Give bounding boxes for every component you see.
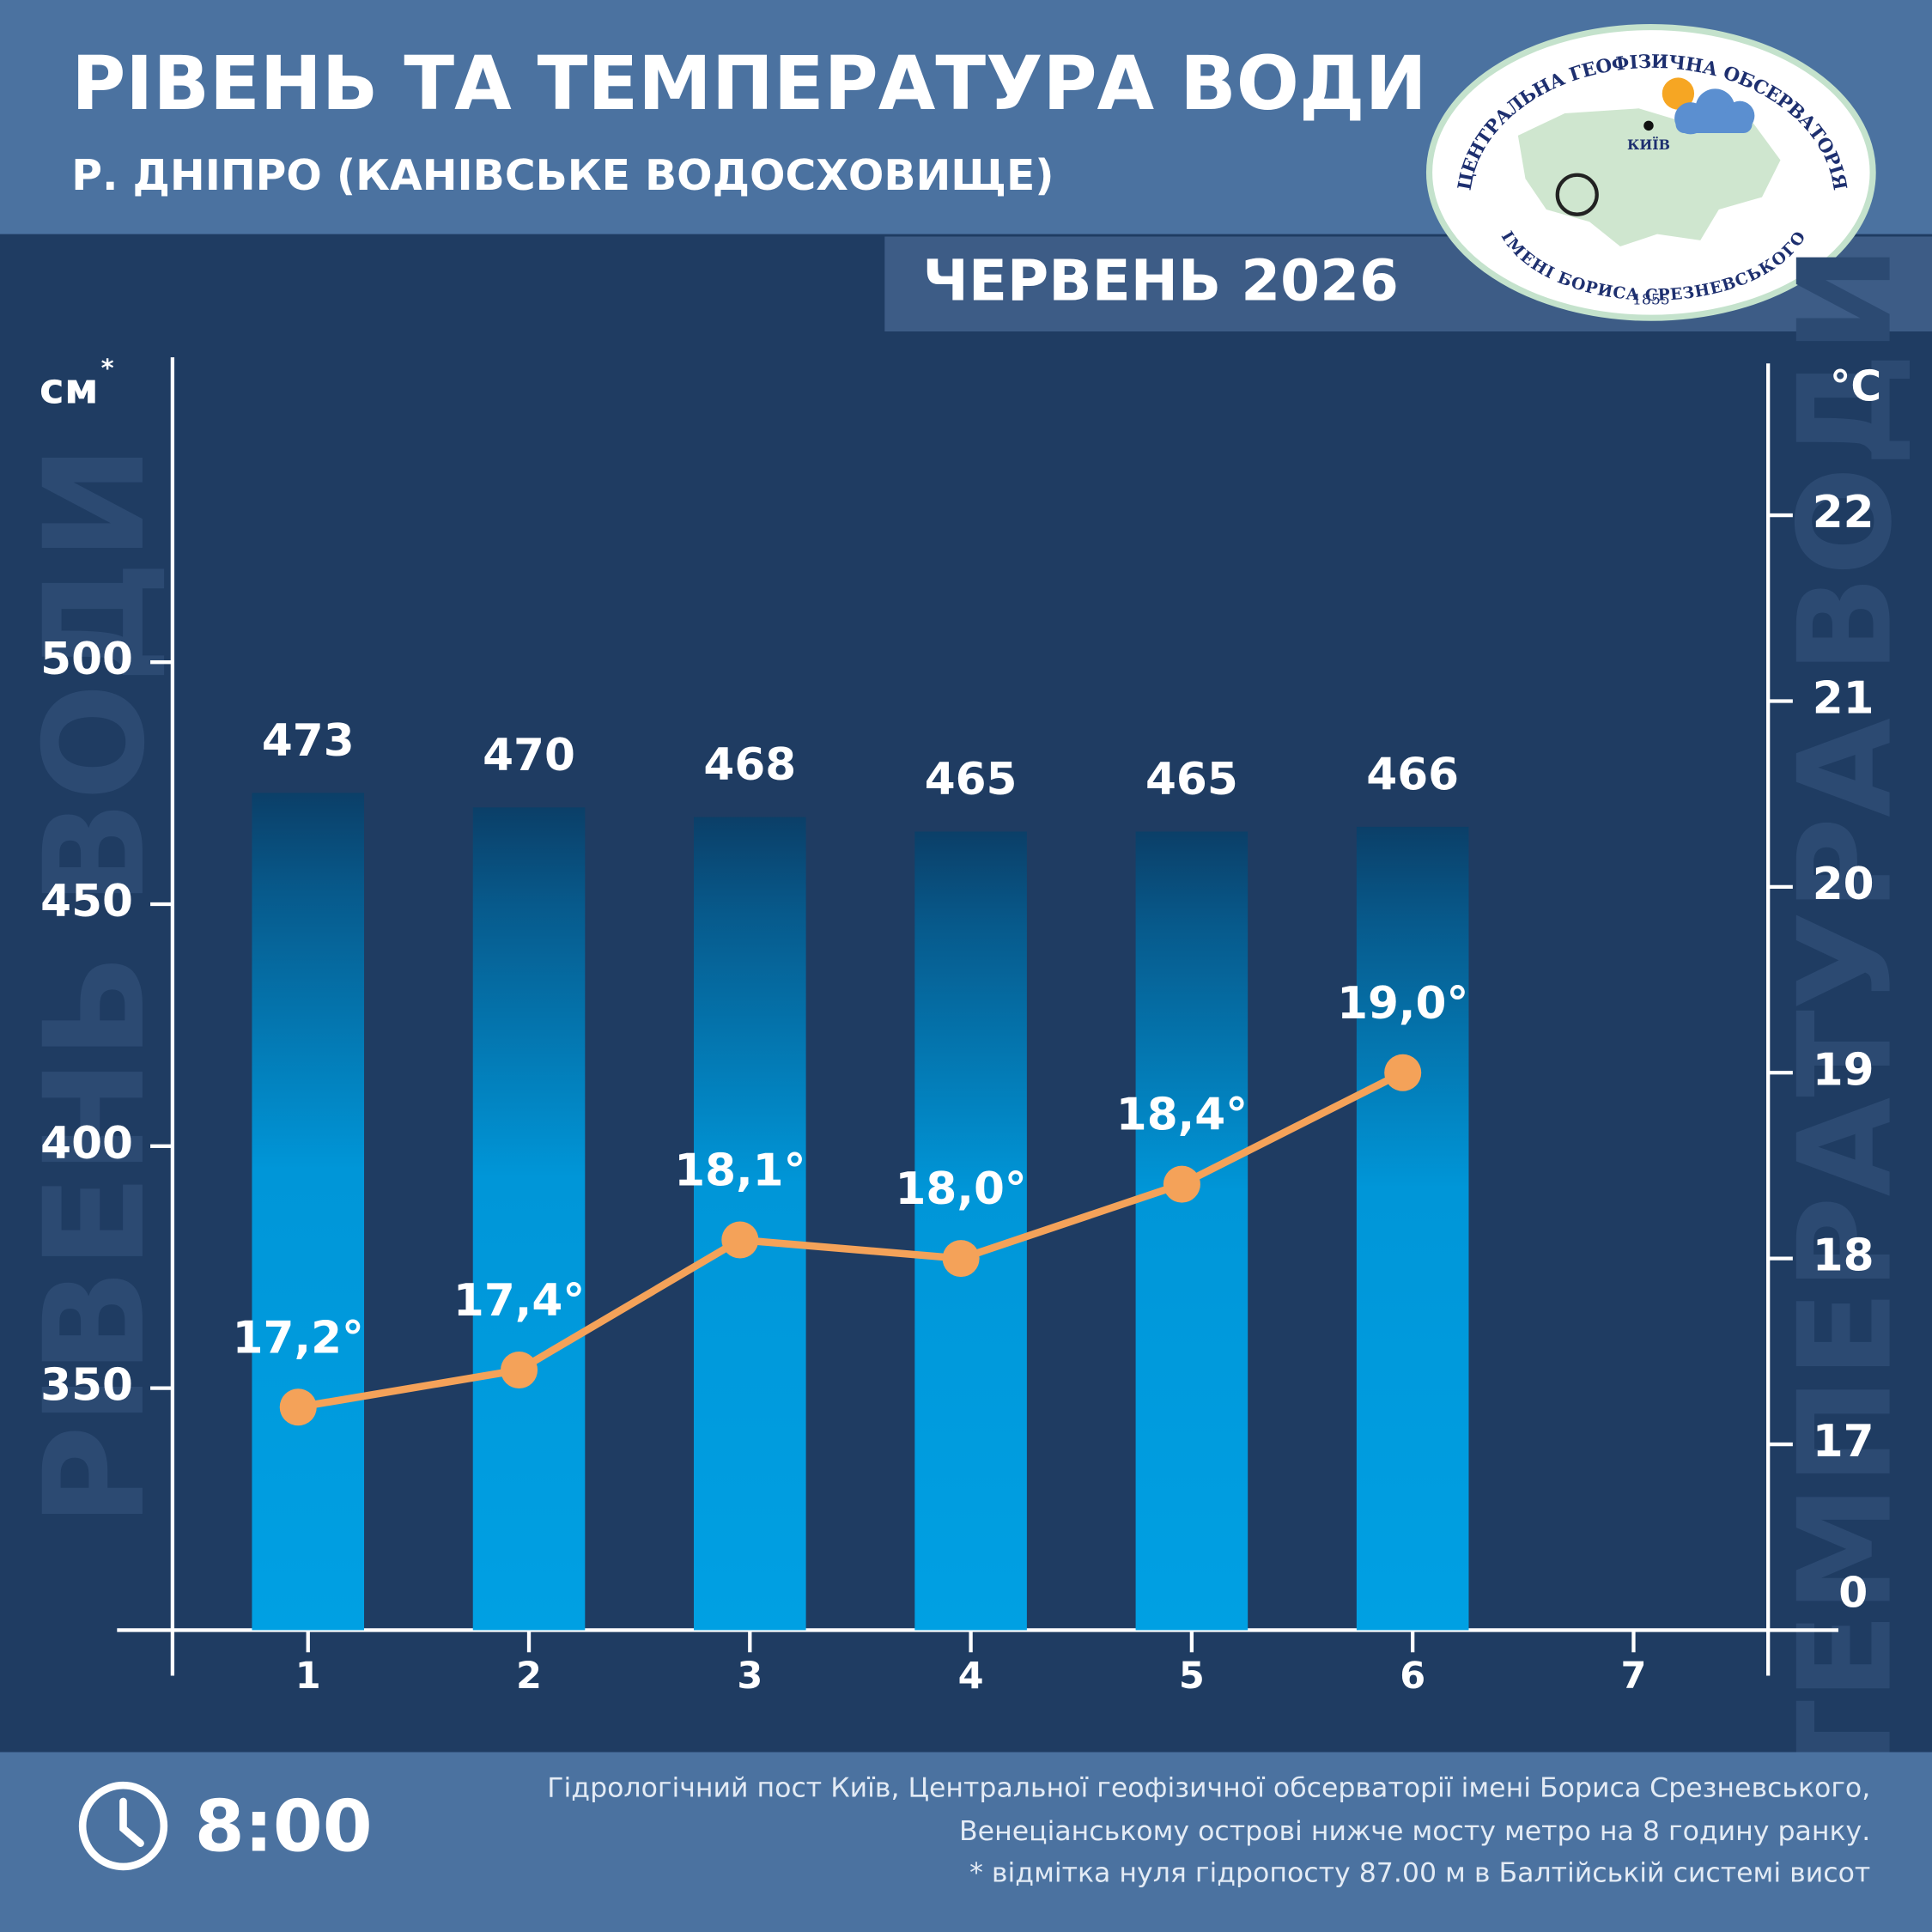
logo-year: 1855	[1632, 292, 1670, 309]
bar	[694, 817, 806, 1631]
temperature-point	[721, 1221, 759, 1259]
y2-tick-label: 21	[1813, 672, 1874, 724]
x-tick-label: 1	[295, 1655, 321, 1698]
series-watermark: РІВЕНЬ ВОДИ	[15, 445, 175, 1527]
plot: 350 400 450 500 17 18 19 20 21 22 1 2 3 4 5 6 7 473 470 468…	[40, 357, 1874, 1698]
logo-cloud	[1674, 88, 1755, 135]
x-tick-label: 6	[1400, 1655, 1425, 1698]
logo-city: КИЇВ	[1627, 136, 1670, 153]
bar	[1356, 826, 1469, 1631]
bar	[914, 831, 1027, 1631]
bar	[1135, 831, 1249, 1631]
x-tick-label: 3	[737, 1655, 762, 1698]
temperature-label: 17,2°	[233, 1312, 364, 1364]
bar-value-label: 466	[1366, 749, 1459, 800]
y2-axis-label: °C	[1830, 361, 1881, 410]
y2-tick-label: 18	[1813, 1230, 1874, 1282]
logo-dish	[1555, 173, 1599, 216]
bar-value-label: 473	[262, 715, 355, 767]
bar	[252, 793, 365, 1631]
temperature-label: 18,1°	[674, 1145, 805, 1197]
y2-tick-label: 19	[1813, 1044, 1874, 1096]
y-axis-note: *	[101, 353, 114, 382]
y-tick-label: 450	[40, 876, 133, 927]
bar-value-label: 470	[483, 730, 575, 781]
y-tick-label: 400	[40, 1118, 133, 1170]
footer-note: Гідрологічний пост Київ, Центральної гео…	[547, 1773, 1870, 1804]
y-tick-label: 350	[40, 1360, 133, 1412]
x-tick-label: 2	[516, 1655, 542, 1698]
bar-value-label: 465	[1145, 754, 1238, 805]
temperature-label: 17,4°	[453, 1275, 585, 1327]
title: РІВЕНЬ ТА ТЕМПЕРАТУРА ВОДИ	[71, 41, 1426, 127]
footer-band	[0, 1752, 1932, 1932]
temperature-label: 18,4°	[1116, 1090, 1248, 1141]
logo: КИЇВ ЦЕНТРАЛЬНА ГЕОФІЗИЧНА ОБСЕРВАТОРІЯ …	[1425, 23, 1876, 321]
clock-hands	[119, 1797, 144, 1847]
y2-tick-label: 20	[1813, 859, 1874, 910]
bar	[472, 807, 586, 1631]
y-tick-label: 500	[40, 634, 133, 685]
logo-sun	[1662, 77, 1695, 110]
series-watermark: ТЕМПЕРАТУРА ВОДИ	[1771, 246, 1921, 1788]
logo-city-dot	[1643, 120, 1654, 131]
clock-icon	[78, 1781, 168, 1871]
x-tick-label: 7	[1620, 1655, 1646, 1698]
bar-value-label: 465	[925, 754, 1018, 805]
y-axis-label: см	[39, 364, 99, 413]
y2-tick-label: 17	[1813, 1416, 1874, 1467]
temperature-point	[1384, 1054, 1422, 1091]
subtitle: Р. ДНІПРО (КАНІВСЬКЕ ВОДОСХОВИЩЕ)	[71, 151, 1054, 200]
temperature-point	[501, 1351, 538, 1389]
y2-break-label: 0	[1838, 1568, 1868, 1617]
x-tick-label: 5	[1179, 1655, 1205, 1698]
temperature-label: 19,0°	[1337, 978, 1468, 1030]
x-tick-label: 4	[958, 1655, 984, 1698]
period: ЧЕРВЕНЬ 2026	[923, 248, 1399, 314]
temperature-point	[279, 1388, 317, 1426]
temperature-line	[297, 1069, 1405, 1412]
footer-note: * відмітка нуля гідропосту 87.00 м в Бал…	[969, 1858, 1870, 1889]
footer-note: Венеціанському острові нижче мосту метро…	[959, 1816, 1870, 1847]
temperature-point	[942, 1240, 980, 1278]
bar-value-label: 468	[703, 739, 796, 791]
time: 8:00	[195, 1784, 373, 1868]
temperature-label: 18,0°	[895, 1163, 1026, 1215]
temperature-point	[1163, 1165, 1200, 1203]
y2-tick-label: 22	[1813, 487, 1874, 538]
